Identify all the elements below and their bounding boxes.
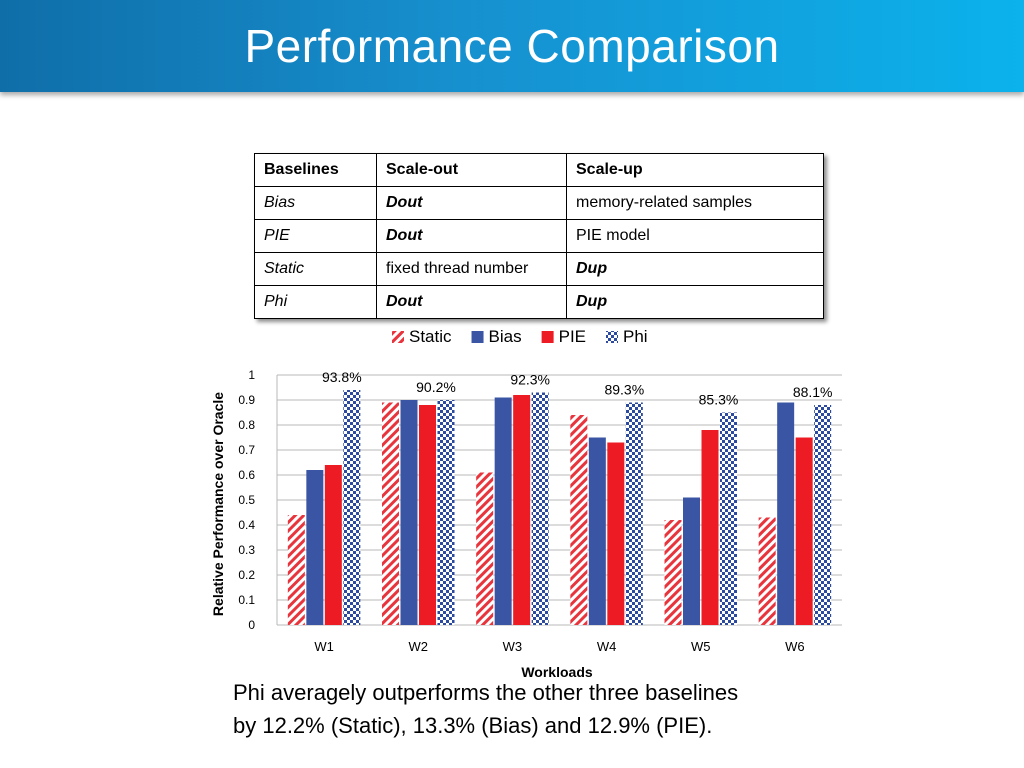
- bar-phi-w2: [437, 400, 455, 625]
- x-tick-label: W2: [409, 639, 429, 654]
- data-label: 92.3%: [510, 372, 550, 388]
- y-tick-label: 1: [248, 368, 255, 382]
- y-tick-label: 0.1: [238, 593, 255, 607]
- y-tick-label: 0.5: [238, 493, 255, 507]
- baseline-name: Bias: [254, 186, 377, 220]
- table-header-row: Baselines Scale-out Scale-up: [254, 153, 824, 187]
- legend-label: Static: [409, 327, 452, 346]
- caption-line-1: Phi averagely outperforms the other thre…: [233, 680, 739, 705]
- y-tick-label: 0.8: [238, 418, 255, 432]
- performance-bar-chart: Static Bias PIE Phi 00.10.20.30.40.50.60.70…: [210, 327, 842, 680]
- table-row: Bias Dout memory-related samples: [254, 186, 824, 220]
- title-bar: [0, 0, 1024, 92]
- header-scale-out: Scale-out: [376, 153, 567, 187]
- table-row: Phi Dout Dup: [254, 285, 824, 319]
- x-tick-label: W4: [597, 639, 617, 654]
- bar-bias-w1: [306, 470, 324, 625]
- chart-annotations: 93.8% 90.2% 92.3% 89.3% 85.3% 88.1%: [322, 369, 833, 408]
- bar-pie-w3: [513, 395, 531, 625]
- scale-up-cell: PIE model: [566, 219, 824, 253]
- y-tick-label: 0.3: [238, 543, 255, 557]
- scale-out-cell: fixed thread number: [376, 252, 567, 286]
- bar-pie-w6: [795, 437, 813, 625]
- bar-bias-w3: [494, 397, 512, 625]
- x-tick-label: W6: [785, 639, 805, 654]
- slide-title: Performance Comparison: [244, 20, 780, 72]
- y-axis-label: Relative Performance over Oracle: [210, 392, 226, 616]
- header-scale-up: Scale-up: [566, 153, 824, 187]
- bar-phi-w5: [720, 412, 737, 625]
- x-tick-label: W1: [314, 639, 334, 654]
- y-tick-label: 0.9: [238, 393, 255, 407]
- y-tick-label: 0.2: [238, 568, 255, 582]
- legend-swatch-static: [392, 331, 404, 343]
- data-label: 85.3%: [699, 392, 739, 408]
- bar-phi-w6: [814, 405, 832, 625]
- scale-up-cell: memory-related samples: [566, 186, 824, 220]
- baseline-name: PIE: [254, 219, 377, 253]
- bar-bias-w2: [400, 400, 418, 625]
- bar-pie-w2: [419, 405, 436, 625]
- chart-legend: Static Bias PIE Phi: [392, 327, 648, 346]
- table-row: PIE Dout PIE model: [254, 219, 824, 253]
- x-tick-label: W5: [691, 639, 711, 654]
- caption-line-2: by 12.2% (Static), 13.3% (Bias) and 12.9…: [233, 713, 713, 738]
- bar-static-w4: [570, 415, 588, 625]
- bar-pie-w4: [607, 442, 625, 625]
- table-row: Static fixed thread number Dup: [254, 252, 824, 286]
- y-tick-label: 0.4: [238, 518, 255, 532]
- chart-bars: [287, 390, 832, 625]
- bar-static-w2: [382, 402, 399, 625]
- y-tick-label: 0.6: [238, 468, 255, 482]
- bar-phi-w1: [343, 390, 361, 625]
- baseline-name: Static: [254, 252, 377, 286]
- bar-pie-w5: [701, 430, 719, 625]
- header-baselines: Baselines: [254, 153, 377, 187]
- bar-phi-w4: [625, 402, 643, 625]
- scale-up-cell: Dup: [566, 285, 824, 319]
- bar-static-w3: [476, 472, 494, 625]
- bar-bias-w5: [683, 497, 700, 625]
- data-label: 93.8%: [322, 369, 362, 385]
- bar-phi-w3: [531, 392, 549, 625]
- bar-static-w5: [664, 520, 682, 625]
- baselines-table: Baselines Scale-out Scale-up Bias Dout m…: [254, 153, 824, 319]
- summary-caption: Phi averagely outperforms the other thre…: [233, 676, 853, 742]
- legend-swatch-pie: [541, 331, 554, 343]
- data-label: 88.1%: [793, 384, 833, 400]
- legend-swatch-bias: [471, 331, 484, 343]
- bar-static-w6: [758, 517, 776, 625]
- data-label: 89.3%: [604, 382, 644, 398]
- baseline-name: Phi: [254, 285, 377, 319]
- legend-swatch-phi: [606, 331, 619, 343]
- chart-gridlines: [276, 374, 842, 626]
- y-tick-label: 0: [248, 618, 255, 632]
- scale-out-cell: Dout: [376, 219, 567, 253]
- bar-pie-w1: [324, 465, 342, 625]
- bar-bias-w6: [777, 402, 795, 625]
- bar-static-w1: [287, 515, 305, 625]
- scale-out-cell: Dout: [376, 186, 567, 220]
- x-tick-label: W3: [503, 639, 522, 654]
- bar-bias-w4: [588, 437, 606, 625]
- data-label: 90.2%: [416, 379, 456, 395]
- legend-label: PIE: [559, 327, 586, 346]
- chart-ticks: 0 0.1 0.2 0.3 0.4 0.5 0.6 0.7 0.8 0.9 1 W1 W2 W3 W4 W5 W…: [238, 368, 804, 654]
- scale-up-cell: Dup: [566, 252, 824, 286]
- legend-label: Bias: [489, 327, 522, 346]
- y-tick-label: 0.7: [238, 443, 255, 457]
- scale-out-cell: Dout: [376, 285, 567, 319]
- legend-label: Phi: [623, 327, 648, 346]
- x-axis-label: Workloads: [521, 664, 593, 680]
